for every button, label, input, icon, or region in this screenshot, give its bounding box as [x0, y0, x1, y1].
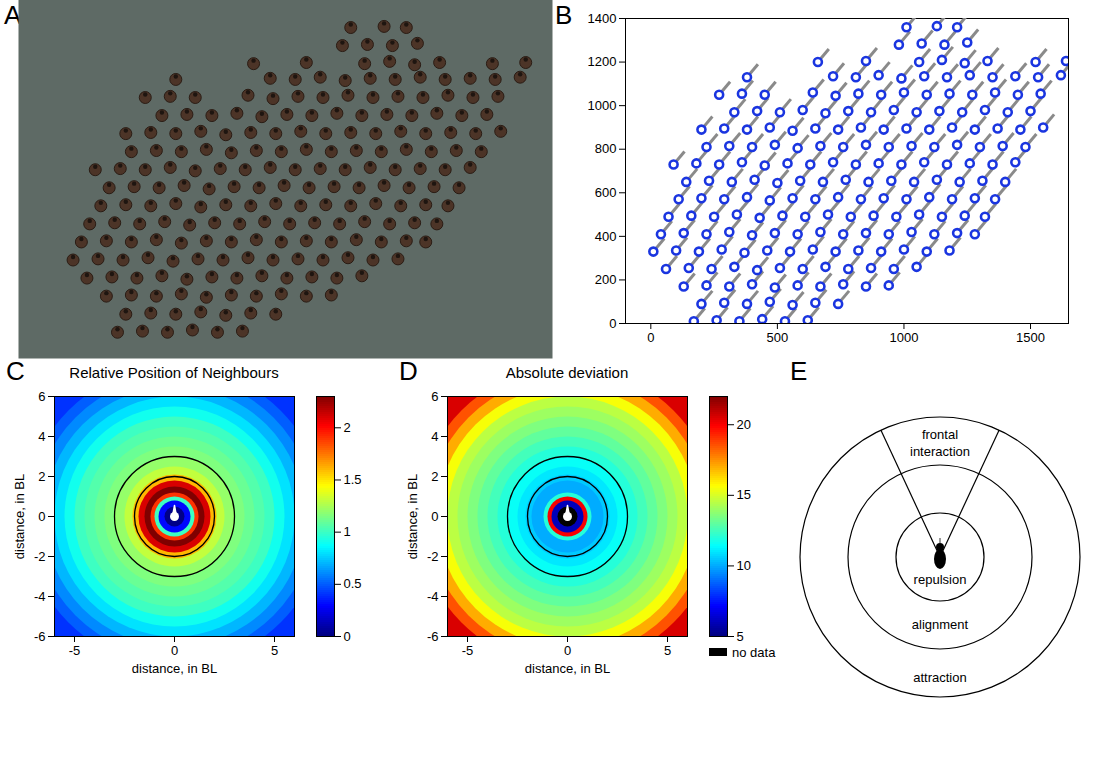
svg-text:distance, in BL: distance, in BL	[525, 661, 610, 676]
svg-text:0: 0	[609, 316, 616, 331]
svg-text:5: 5	[737, 629, 744, 644]
svg-text:1400: 1400	[588, 11, 617, 26]
svg-text:1200: 1200	[588, 54, 617, 69]
html-text:B: B	[555, 0, 573, 30]
svg-text:0: 0	[564, 643, 571, 658]
svg-text:5: 5	[664, 643, 671, 658]
svg-text:-5: -5	[69, 643, 81, 658]
svg-text:0.5: 0.5	[344, 576, 362, 591]
svg-text:attraction: attraction	[913, 670, 966, 685]
svg-text:0: 0	[647, 330, 654, 345]
svg-text:6: 6	[38, 389, 45, 404]
html-text:C: C	[6, 356, 25, 386]
svg-text:-6: -6	[34, 629, 46, 644]
svg-text:-4: -4	[34, 589, 46, 604]
svg-text:-4: -4	[427, 589, 439, 604]
svg-text:-5: -5	[462, 643, 474, 658]
html-text:no data: no data	[732, 645, 776, 660]
svg-text:-2: -2	[34, 549, 46, 564]
svg-text:5: 5	[271, 643, 278, 658]
svg-text:20: 20	[737, 417, 751, 432]
svg-text:10: 10	[737, 558, 751, 573]
svg-text:600: 600	[595, 185, 617, 200]
svg-text:400: 400	[595, 229, 617, 244]
svg-text:2: 2	[431, 469, 438, 484]
svg-text:distance, in BL: distance, in BL	[132, 661, 217, 676]
svg-text:15: 15	[737, 487, 751, 502]
svg-text:200: 200	[595, 272, 617, 287]
svg-text:0: 0	[431, 509, 438, 524]
svg-text:0: 0	[171, 643, 178, 658]
html-text:Absolute deviation: Absolute deviation	[505, 364, 629, 381]
svg-text:interaction: interaction	[910, 444, 970, 459]
svg-text:1: 1	[344, 524, 351, 539]
svg-text:4: 4	[431, 429, 438, 444]
svg-text:repulsion: repulsion	[914, 572, 967, 587]
html-text:D: D	[399, 356, 418, 386]
svg-text:frontal: frontal	[922, 427, 958, 442]
svg-text:alignment: alignment	[912, 617, 969, 632]
svg-text:1500: 1500	[1016, 330, 1045, 345]
svg-text:distance, in BL: distance, in BL	[405, 474, 420, 559]
svg-text:1000: 1000	[889, 330, 918, 345]
svg-text:1000: 1000	[588, 98, 617, 113]
svg-text:1.5: 1.5	[344, 472, 362, 487]
svg-text:distance, in BL: distance, in BL	[12, 474, 27, 559]
svg-text:0: 0	[344, 629, 351, 644]
html-text:E: E	[790, 356, 808, 386]
svg-text:-6: -6	[427, 629, 439, 644]
svg-text:800: 800	[595, 141, 617, 156]
svg-text:2: 2	[38, 469, 45, 484]
svg-text:-2: -2	[427, 549, 439, 564]
svg-text:500: 500	[767, 330, 789, 345]
html-text:A: A	[4, 0, 22, 30]
svg-text:4: 4	[38, 429, 45, 444]
svg-text:2: 2	[344, 420, 351, 435]
html-text:Relative Position of Neighbour: Relative Position of Neighbours	[69, 364, 279, 381]
svg-text:0: 0	[38, 509, 45, 524]
svg-text:6: 6	[431, 389, 438, 404]
